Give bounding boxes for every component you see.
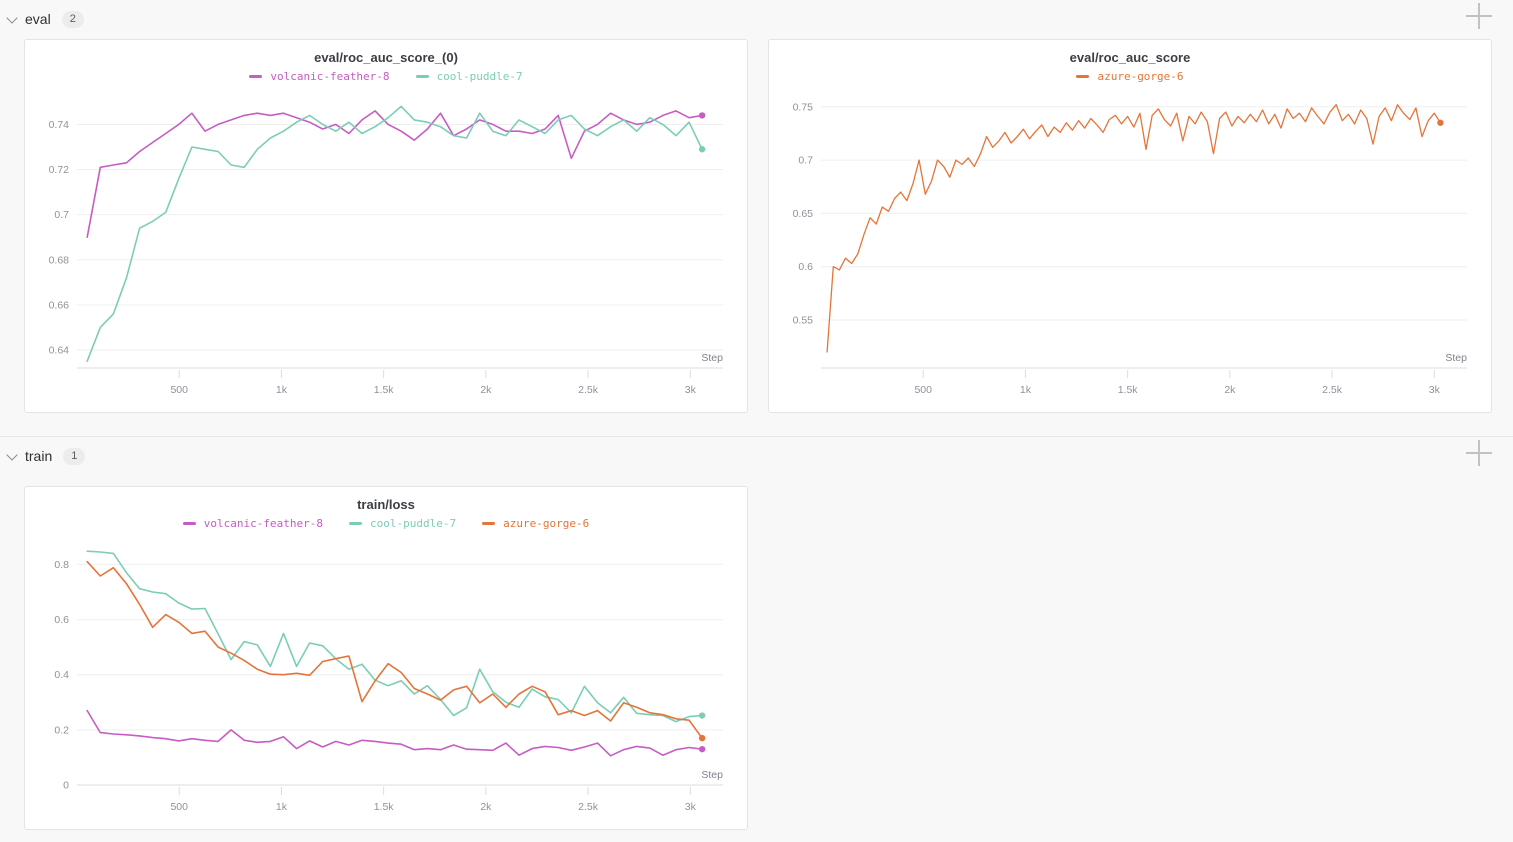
section-header-train: train 1 bbox=[0, 437, 1513, 476]
chart-panel-eval-roc-auc-score-0[interactable]: eval/roc_auc_score_(0) volcanic-feather-… bbox=[24, 39, 748, 413]
svg-text:500: 500 bbox=[170, 801, 188, 813]
svg-text:0.66: 0.66 bbox=[49, 299, 70, 311]
legend-run-name: volcanic-feather-8 bbox=[270, 69, 390, 83]
svg-text:2k: 2k bbox=[480, 384, 492, 396]
legend-run-name: azure-gorge-6 bbox=[503, 516, 590, 530]
svg-text:3k: 3k bbox=[685, 384, 697, 396]
legend-item-volcanic-feather-8[interactable]: volcanic-feather-8 bbox=[249, 69, 390, 83]
add-panel-button[interactable] bbox=[1466, 440, 1492, 466]
legend-item-cool-puddle-7[interactable]: cool-puddle-7 bbox=[349, 517, 456, 530]
series-line-cool-puddle-7 bbox=[86, 105, 703, 363]
svg-text:0.6: 0.6 bbox=[54, 614, 69, 626]
svg-text:2.5k: 2.5k bbox=[578, 801, 599, 813]
section-title: eval bbox=[25, 11, 51, 27]
legend-swatch-icon bbox=[182, 521, 196, 525]
eval-panels-row: eval/roc_auc_score_(0) volcanic-feather-… bbox=[24, 39, 1492, 413]
chart-panel-train-loss[interactable]: train/loss volcanic-feather-8 cool-puddle… bbox=[24, 486, 748, 830]
svg-text:Step: Step bbox=[701, 769, 723, 781]
panel-count-badge: 2 bbox=[61, 10, 84, 28]
svg-text:1k: 1k bbox=[276, 384, 288, 396]
svg-text:2.5k: 2.5k bbox=[1322, 384, 1343, 396]
legend-swatch-icon bbox=[349, 521, 363, 525]
svg-text:0.2: 0.2 bbox=[54, 724, 69, 736]
series-end-dot-azure-gorge-6 bbox=[1437, 119, 1444, 126]
chart-title: eval/roc_auc_score bbox=[1069, 50, 1191, 65]
chart-canvas-eval-roc-auc-score-0: 0.64 0.66 0.68 0.7 0.72 0.74 500 1k 1.5k 2k 2.5k 3k… bbox=[49, 105, 723, 396]
legend-swatch-icon bbox=[249, 74, 263, 78]
svg-text:1k: 1k bbox=[276, 801, 288, 813]
svg-text:500: 500 bbox=[170, 384, 188, 396]
series-line-cool-puddle-7 bbox=[86, 550, 703, 723]
chart-plot-area: 0.55 0.6 0.65 0.7 0.75 500 1k 1.5k 2k 2.5k 3k Step bbox=[777, 88, 1483, 408]
chart-canvas-train-loss: 0 0.2 0.4 0.6 0.8 500 1k 1.5k 2k 2.5k 3k Step bbox=[54, 550, 723, 813]
legend-run-name: volcanic-feather-8 bbox=[203, 516, 324, 530]
legend-run-name: cool-puddle-7 bbox=[436, 69, 523, 83]
svg-text:2.5k: 2.5k bbox=[578, 384, 599, 396]
chart-plot-area: 0.64 0.66 0.68 0.7 0.72 0.74 500 1k 1.5k 2k 2.5k 3k… bbox=[33, 88, 739, 408]
series-end-dot-cool-puddle-7 bbox=[698, 146, 706, 153]
legend-item-azure-gorge-6[interactable]: azure-gorge-6 bbox=[482, 517, 589, 530]
svg-text:0.7: 0.7 bbox=[798, 155, 813, 167]
section-eval: eval 2 eval/roc_auc_score_(0) volcanic-f… bbox=[0, 0, 1513, 413]
series-end-dot-volcanic-feather-8 bbox=[698, 745, 706, 753]
legend-item-azure-gorge-6[interactable]: azure-gorge-6 bbox=[1076, 69, 1184, 83]
svg-text:1.5k: 1.5k bbox=[374, 801, 395, 813]
svg-text:0.68: 0.68 bbox=[49, 254, 70, 266]
legend-swatch-icon bbox=[482, 521, 496, 525]
svg-text:500: 500 bbox=[914, 384, 932, 396]
panel-count-badge: 1 bbox=[63, 447, 86, 465]
series-line-volcanic-feather-8 bbox=[86, 110, 703, 238]
legend-swatch-icon bbox=[1076, 74, 1090, 78]
svg-text:0.4: 0.4 bbox=[54, 669, 69, 681]
svg-text:3k: 3k bbox=[1429, 384, 1441, 396]
legend-item-volcanic-feather-8[interactable]: volcanic-feather-8 bbox=[182, 516, 324, 530]
chevron-down-icon[interactable] bbox=[6, 11, 18, 24]
series-end-dot-azure-gorge-6 bbox=[698, 734, 706, 742]
section-header-eval: eval 2 bbox=[0, 0, 1513, 39]
svg-text:0.7: 0.7 bbox=[54, 209, 69, 221]
svg-text:0.72: 0.72 bbox=[49, 164, 70, 176]
svg-text:Step: Step bbox=[1445, 352, 1467, 364]
series-end-dot-cool-puddle-7 bbox=[698, 712, 706, 719]
svg-text:2k: 2k bbox=[480, 801, 492, 813]
section-divider bbox=[0, 436, 1513, 437]
svg-text:0: 0 bbox=[63, 780, 69, 792]
svg-text:0.75: 0.75 bbox=[793, 101, 814, 113]
chart-legend: azure-gorge-6 bbox=[769, 67, 1491, 85]
series-end-dot-volcanic-feather-8 bbox=[698, 112, 706, 119]
series-line-azure-gorge-6 bbox=[86, 560, 703, 739]
series-line-volcanic-feather-8 bbox=[86, 709, 703, 757]
svg-text:0.64: 0.64 bbox=[49, 344, 70, 356]
svg-text:0.6: 0.6 bbox=[798, 261, 813, 273]
chart-plot-area: 0 0.2 0.4 0.6 0.8 500 1k 1.5k 2k 2.5k 3k Step bbox=[33, 535, 739, 825]
legend-item-cool-puddle-7[interactable]: cool-puddle-7 bbox=[415, 69, 523, 83]
svg-text:0.74: 0.74 bbox=[49, 119, 70, 131]
section-train: train 1 train/loss volcanic-feather-8 coo… bbox=[0, 437, 1513, 830]
svg-text:1k: 1k bbox=[1020, 384, 1032, 396]
svg-text:Step: Step bbox=[701, 352, 723, 364]
svg-text:0.65: 0.65 bbox=[793, 208, 814, 220]
chart-canvas-eval-roc-auc-score: 0.55 0.6 0.65 0.7 0.75 500 1k 1.5k 2k 2.5k 3k Step bbox=[793, 101, 1468, 396]
train-panels-row: train/loss volcanic-feather-8 cool-puddle… bbox=[24, 486, 1492, 830]
svg-text:0.55: 0.55 bbox=[793, 315, 814, 327]
chart-panel-eval-roc-auc-score[interactable]: eval/roc_auc_score azure-gorge-6 0.55 0.6… bbox=[768, 39, 1492, 413]
chart-legend: volcanic-feather-8 cool-puddle-7 bbox=[25, 67, 747, 85]
chart-title: eval/roc_auc_score_(0) bbox=[314, 50, 458, 65]
svg-text:1.5k: 1.5k bbox=[374, 384, 395, 396]
svg-text:0.8: 0.8 bbox=[54, 559, 69, 571]
svg-text:1.5k: 1.5k bbox=[1118, 384, 1139, 396]
legend-swatch-icon bbox=[415, 74, 429, 78]
chevron-down-icon[interactable] bbox=[6, 448, 18, 461]
add-panel-button[interactable] bbox=[1466, 3, 1492, 29]
svg-text:3k: 3k bbox=[685, 801, 697, 813]
legend-run-name: cool-puddle-7 bbox=[370, 516, 457, 530]
section-title: train bbox=[25, 448, 53, 464]
svg-text:2k: 2k bbox=[1224, 384, 1236, 396]
chart-legend: volcanic-feather-8 cool-puddle-7 azure-gor… bbox=[25, 514, 747, 532]
series-line-azure-gorge-6 bbox=[826, 104, 1442, 353]
legend-run-name: azure-gorge-6 bbox=[1097, 69, 1184, 83]
chart-title: train/loss bbox=[357, 497, 415, 512]
